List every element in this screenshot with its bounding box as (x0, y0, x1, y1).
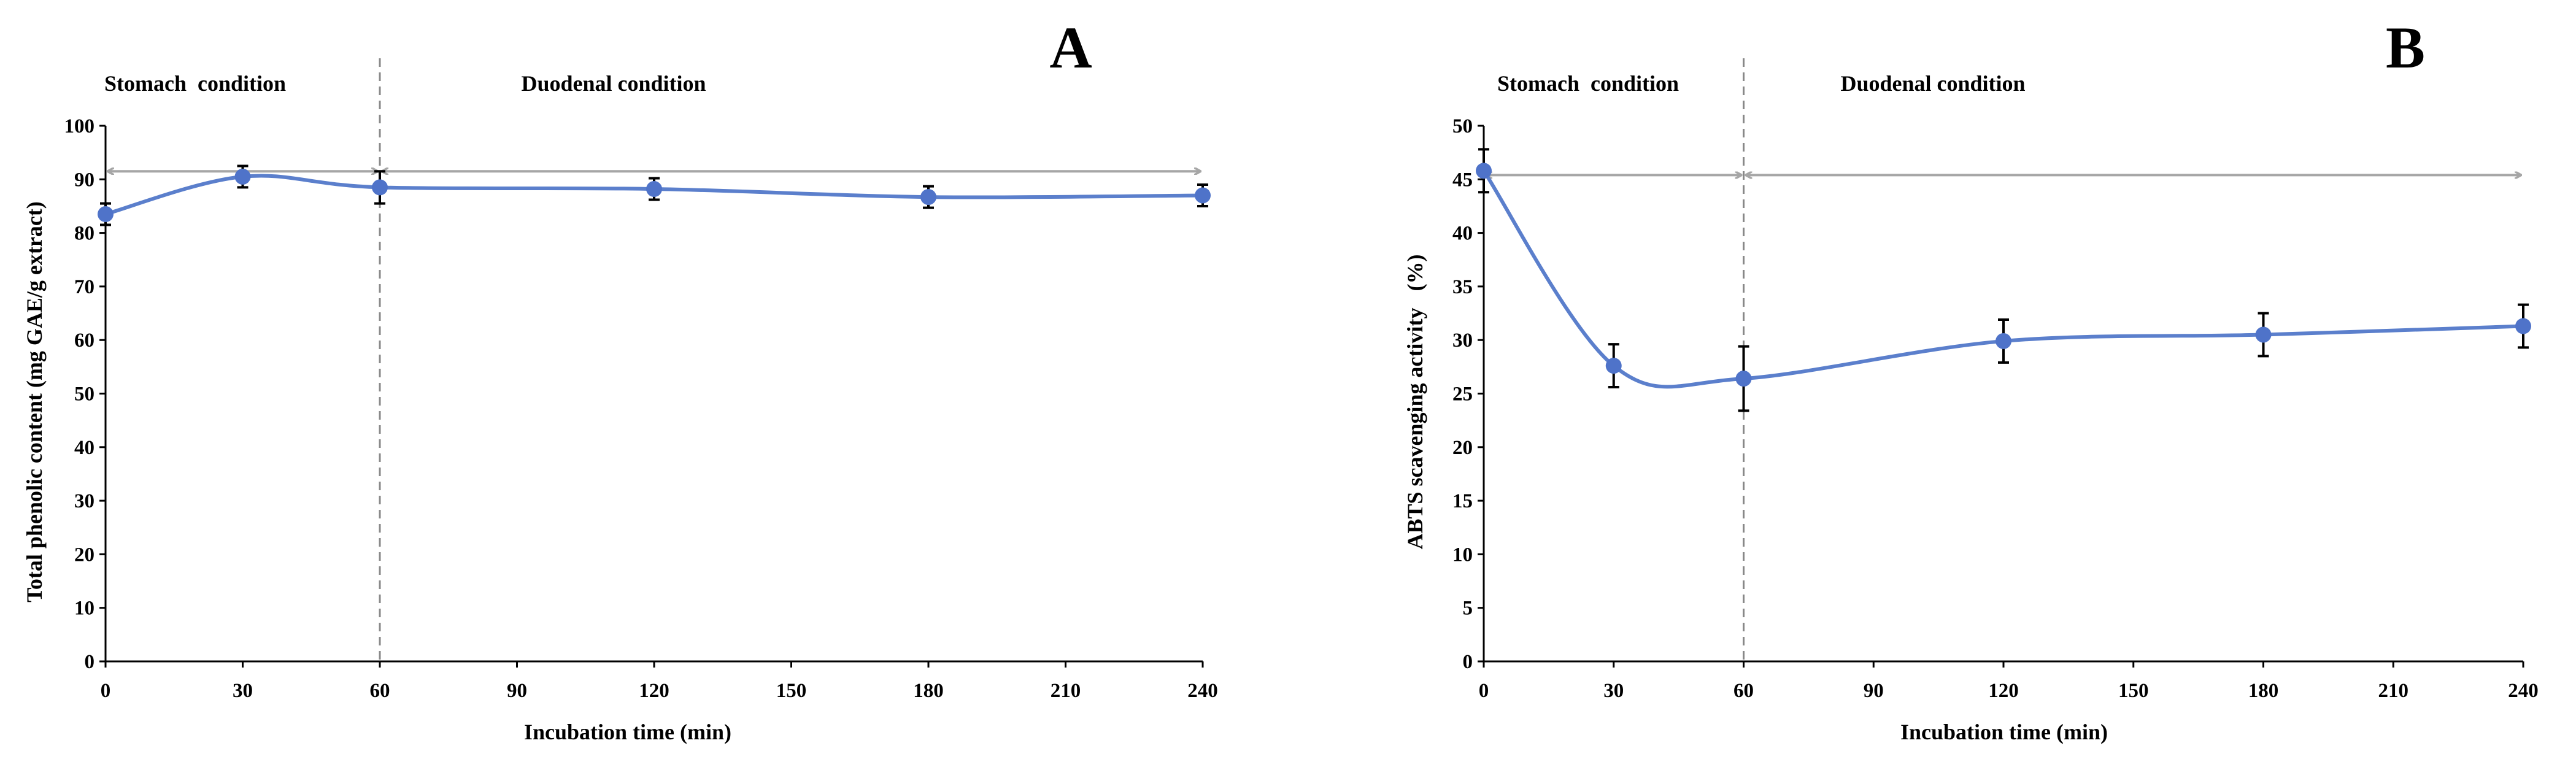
panel-b-y-axis-title: ABTS scavenging activity (%) (1403, 255, 1427, 550)
panel-a-data-point (1195, 187, 1211, 204)
panel-b-x-tick-label: 90 (1864, 680, 1884, 702)
panel-a-y-tick-label: 10 (74, 598, 94, 620)
panel-a-y-tick-label: 70 (74, 276, 94, 298)
panel-b-letter: B (2386, 15, 2425, 80)
panel-a-y-axis-title: Total phenolic content (mg GAE/g extract… (22, 201, 47, 603)
panel-a-y-tick-label: 60 (74, 329, 94, 352)
panel-b-y-tick-label: 5 (1463, 598, 1473, 620)
panel-b-y-tick-label: 0 (1463, 651, 1473, 673)
panel-a-data-point (98, 206, 114, 223)
panel-a-y-tick-label: 40 (74, 437, 94, 459)
panel-b-y-tick-label: 30 (1452, 329, 1473, 352)
panel-b-x-axis-title: Incubation time (min) (1900, 720, 2108, 744)
panel-a-x-tick-label: 180 (913, 680, 944, 702)
panel-a-chart: A Stomach condition Duodenal condition T… (22, 15, 1218, 744)
panel-a-stomach-label: Stomach condition (104, 71, 286, 96)
panel-a-y-tick-label: 80 (74, 223, 94, 245)
panel-a-letter: A (1049, 15, 1092, 80)
panel-b-x-tick-label: 0 (1479, 680, 1489, 702)
panel-b-x-tick-label: 210 (2378, 680, 2409, 702)
panel-a-x-tick-label: 90 (507, 680, 527, 702)
panel-b-data-point (2255, 326, 2272, 343)
panel-b-x-tick-label: 180 (2248, 680, 2279, 702)
panel-b-y-tick-label: 20 (1452, 437, 1473, 459)
panel-b-chart: B Stomach condition Duodenal condition A… (1403, 15, 2539, 744)
panel-a-y-tick-label: 90 (74, 169, 94, 191)
panel-a-y-tick-label: 20 (74, 544, 94, 566)
panel-a-x-tick-label: 120 (639, 680, 669, 702)
panel-b-x-tick-label: 150 (2118, 680, 2149, 702)
panel-a-x-tick-label: 210 (1051, 680, 1081, 702)
panel-a-data-point (372, 179, 388, 196)
panel-b-series-line (1482, 169, 2524, 389)
panel-b-duodenal-label: Duodenal condition (1840, 71, 2025, 96)
panel-b-x-tick-label: 30 (1603, 680, 1624, 702)
panel-b-x-tick-label: 120 (1988, 680, 2019, 702)
panel-a-y-tick-label: 0 (85, 651, 95, 673)
panel-b-data-point (1735, 371, 1752, 387)
panel-a-data-point (646, 181, 662, 198)
panel-a-y-tick-label: 30 (74, 490, 94, 512)
panel-b-y-tick-label: 10 (1452, 544, 1473, 566)
panel-a-duodenal-label: Duodenal condition (521, 71, 706, 96)
panel-b-data-point (1996, 333, 2011, 349)
panel-a-data-point (920, 189, 936, 206)
panel-a-x-tick-label: 0 (101, 680, 111, 702)
panel-a-x-tick-label: 240 (1187, 680, 1218, 702)
panel-b-x-tick-label: 60 (1733, 680, 1754, 702)
panel-a-x-tick-label: 30 (233, 680, 253, 702)
panel-b-y-tick-label: 35 (1452, 276, 1473, 298)
panel-b-y-tick-label: 50 (1452, 115, 1473, 137)
panel-b-y-tick-label: 15 (1452, 490, 1473, 512)
panel-b-y-tick-label: 25 (1452, 383, 1473, 406)
panel-b-y-tick-label: 45 (1452, 169, 1473, 191)
panel-b-x-tick-label: 240 (2508, 680, 2539, 702)
panel-b-data-point (2515, 318, 2531, 334)
panel-b-data-point (1476, 163, 1492, 179)
panel-a-x-tick-label: 60 (370, 680, 390, 702)
panel-a-x-axis-title: Incubation time (min) (524, 720, 731, 744)
panel-b-y-tick-label: 40 (1452, 223, 1473, 245)
panel-b-stomach-label: Stomach condition (1497, 71, 1679, 96)
panel-a-y-tick-label: 50 (74, 383, 94, 406)
panel-a-x-tick-label: 150 (776, 680, 807, 702)
panel-a-y-tick-label: 100 (64, 115, 95, 137)
panel-a-data-point (234, 168, 251, 185)
panel-b-data-point (1605, 358, 1622, 374)
